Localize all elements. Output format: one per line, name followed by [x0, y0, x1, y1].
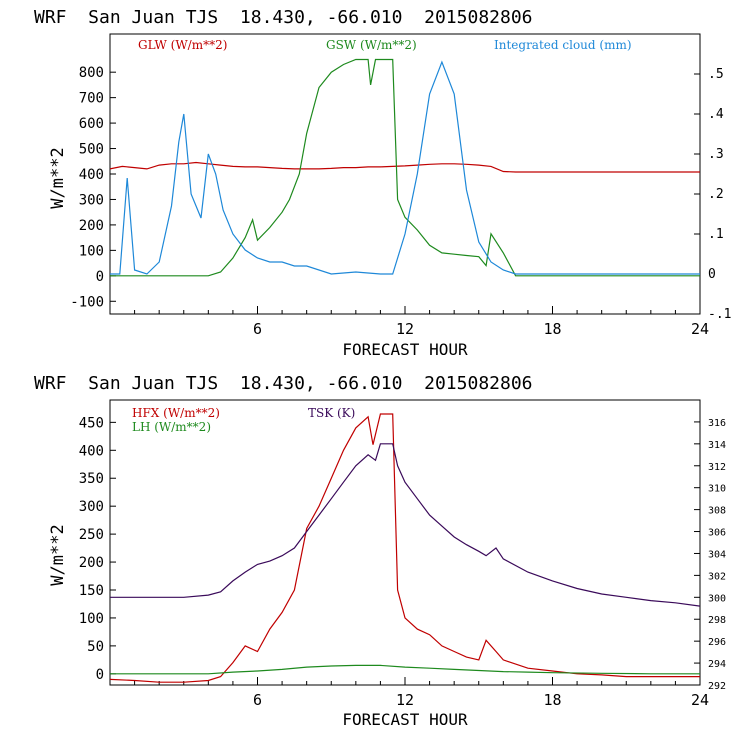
y-tick-label: 100 [79, 611, 104, 627]
top-y-axis-label: W/m**2 [48, 147, 68, 208]
top-right-axis: -.1 0 .1 .2 .3 .4 .5 [694, 67, 731, 322]
series-line-1 [110, 58, 700, 277]
legend-glw: GLW (W/m**2) [138, 38, 227, 52]
legend-integrated-cloud: Integrated cloud (mm) [494, 38, 632, 52]
series-line-0 [109, 161, 700, 173]
x-tick-label: 6 [253, 691, 262, 709]
series-line-1 [110, 664, 700, 675]
x-tick-label: 6 [253, 320, 262, 338]
y2-tick-label: 296 [708, 637, 726, 648]
y2-tick-label: 310 [708, 484, 726, 495]
y-tick-label: 500 [79, 142, 104, 158]
top-plot-frame [109, 33, 701, 315]
x-tick-label: 24 [691, 320, 709, 338]
bottom-series-group [109, 413, 701, 683]
y2-tick-label: 302 [708, 571, 726, 582]
y-tick-label: 450 [79, 415, 104, 431]
legend-tsk: TSK (K) [308, 406, 355, 420]
y2-tick-label: 294 [708, 659, 726, 670]
legend-gsw: GSW (W/m**2) [326, 38, 417, 52]
y2-tick-label: .3 [708, 147, 724, 162]
y2-tick-label: .2 [708, 187, 724, 202]
y2-tick-label: 316 [708, 418, 726, 429]
top-series-group [109, 58, 700, 277]
y-tick-label: 700 [79, 91, 104, 107]
top-x-axis: 6 12 18 24 [134, 306, 709, 338]
y-tick-label: -100 [70, 294, 104, 310]
y-tick-label: 350 [79, 471, 104, 487]
x-tick-label: 12 [396, 320, 414, 338]
top-left-axis: -100 0 100 200 300 400 500 600 700 800 [70, 65, 116, 310]
y-tick-label: 200 [79, 555, 104, 571]
y2-tick-label: 304 [708, 549, 726, 560]
y-tick-label: 400 [79, 167, 104, 183]
y-tick-label: 200 [79, 218, 104, 234]
y2-tick-label: 312 [708, 462, 726, 473]
bottom-chart: WRF San Juan TJS 18.430, -66.010 2015082… [34, 373, 726, 729]
y2-tick-label: 300 [708, 593, 726, 604]
y-tick-label: 150 [79, 583, 104, 599]
top-chart: WRF San Juan TJS 18.430, -66.010 2015082… [34, 7, 731, 359]
y2-tick-label: .4 [708, 107, 724, 122]
series-line-2 [110, 60, 700, 275]
x-tick-label: 12 [396, 691, 414, 709]
y-tick-label: 400 [79, 443, 104, 459]
bottom-right-axis: 292 294 296 298 300 302 304 306 308 310 312 314 316 [694, 418, 726, 692]
legend-lh: LH (W/m**2) [132, 420, 211, 434]
bottom-x-axis-label: FORECAST HOUR [342, 710, 468, 729]
bottom-plot-frame [109, 399, 701, 686]
y-tick-label: 800 [79, 65, 104, 81]
y2-tick-label: 292 [708, 681, 726, 692]
y2-tick-label: 0 [708, 267, 716, 282]
bottom-chart-title: WRF San Juan TJS 18.430, -66.010 2015082… [34, 373, 533, 394]
y2-tick-label: .1 [708, 227, 724, 242]
series-line-2 [110, 443, 701, 607]
y2-tick-label: 306 [708, 528, 726, 539]
series-line-0 [109, 413, 700, 683]
top-chart-title: WRF San Juan TJS 18.430, -66.010 2015082… [34, 7, 533, 28]
x-tick-label: 24 [691, 691, 709, 709]
y2-tick-label: 298 [708, 615, 726, 626]
y2-tick-label: .5 [708, 67, 724, 82]
y-tick-label: 250 [79, 527, 104, 543]
y-tick-label: 50 [87, 639, 104, 655]
y-tick-label: 300 [79, 192, 104, 208]
legend-hfx: HFX (W/m**2) [132, 406, 220, 420]
x-tick-label: 18 [543, 691, 561, 709]
y-tick-label: 100 [79, 243, 104, 259]
bottom-x-axis: 6 12 18 24 [134, 677, 709, 709]
y-tick-label: 300 [79, 499, 104, 515]
x-tick-label: 18 [543, 320, 561, 338]
y-tick-label: 0 [96, 269, 104, 285]
y-tick-label: 600 [79, 116, 104, 132]
y2-tick-label: 314 [708, 440, 726, 451]
y2-tick-label: -.1 [708, 307, 731, 322]
bottom-left-axis: 0 50 100 150 200 250 300 350 400 450 [79, 415, 116, 683]
y-tick-label: 0 [96, 667, 104, 683]
top-x-axis-label: FORECAST HOUR [342, 340, 468, 359]
bottom-y-axis-label: W/m**2 [48, 524, 68, 585]
y2-tick-label: 308 [708, 506, 726, 517]
